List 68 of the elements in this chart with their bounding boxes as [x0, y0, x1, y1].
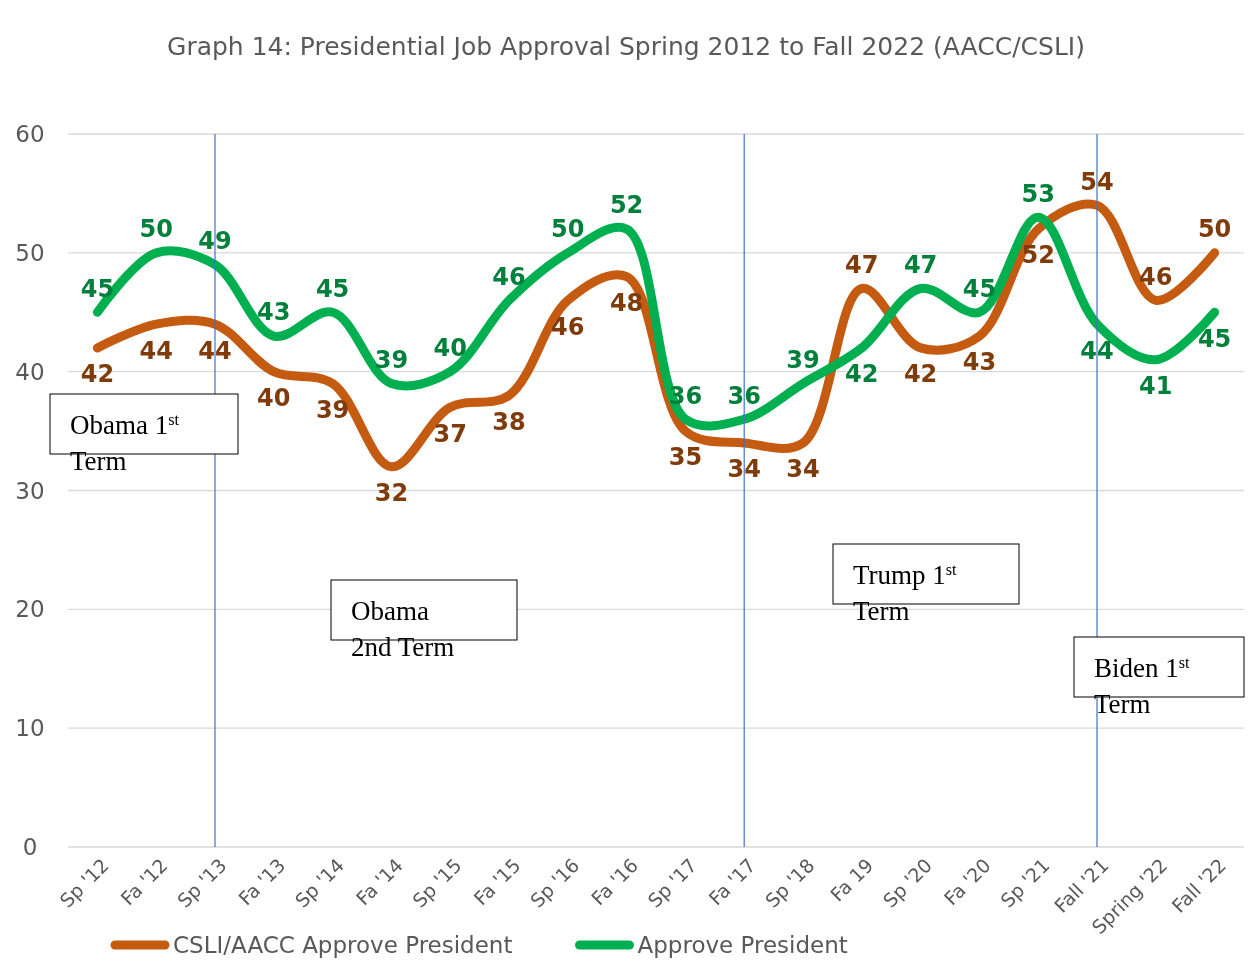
y-tick-label: 10 — [15, 715, 45, 742]
y-tick-label: 40 — [15, 358, 45, 385]
data-label: 53 — [1021, 179, 1055, 208]
text: Biden 1$^{st}$ Term — [1094, 653, 1190, 719]
x-tick-label: Sp '15 — [408, 853, 466, 912]
data-label: 54 — [1080, 167, 1114, 196]
y-tick-label: 20 — [15, 596, 45, 623]
data-label: 44 — [139, 336, 173, 365]
x-tick-label: Fa '14 — [351, 853, 407, 910]
data-label: 46 — [492, 262, 526, 291]
x-tick-label: Sp '14 — [290, 853, 349, 912]
data-label: 42 — [80, 360, 115, 389]
data-label: 39 — [315, 395, 350, 424]
x-tick-label: Fa '16 — [586, 853, 643, 910]
data-label: 38 — [492, 407, 526, 436]
x-tick-label: Fa '15 — [469, 853, 525, 910]
data-label: 32 — [374, 479, 409, 508]
x-tick-label: Fa '13 — [233, 853, 290, 910]
data-label: 40 — [433, 334, 467, 363]
data-label: 44 — [1080, 336, 1114, 365]
data-label: 37 — [433, 419, 467, 448]
data-label: 52 — [1021, 241, 1055, 270]
data-label: 41 — [1139, 372, 1173, 401]
data-label: 39 — [786, 345, 820, 374]
data-label: 45 — [315, 274, 350, 303]
y-tick-label: 0 — [22, 834, 38, 861]
data-label: 52 — [609, 191, 644, 220]
x-tick-label: Fa 19 — [825, 853, 878, 906]
data-label: 49 — [198, 227, 232, 256]
text: Trump 1$^{st}$ Term — [853, 560, 957, 626]
x-tick-label: Sp '17 — [643, 853, 701, 912]
data-label: 50 — [1197, 215, 1232, 244]
data-label: 47 — [903, 250, 938, 279]
y-tick-label: 50 — [15, 239, 45, 266]
data-label: 45 — [962, 274, 997, 303]
data-label: 40 — [257, 384, 291, 413]
data-label: 42 — [903, 360, 938, 389]
data-label: 46 — [1139, 262, 1173, 291]
data-label: 50 — [139, 215, 173, 244]
legend-label: Approve President — [637, 932, 848, 959]
data-label: 43 — [257, 298, 291, 327]
x-tick-label: Fa '20 — [939, 853, 995, 910]
x-tick-label: Sp '21 — [996, 853, 1054, 912]
x-tick-label: Sp '13 — [172, 853, 231, 912]
data-label: 34 — [786, 455, 820, 484]
data-label: 42 — [845, 360, 879, 389]
x-tick-label: Sp '16 — [525, 853, 584, 912]
data-label: 39 — [374, 345, 409, 374]
data-label: 47 — [845, 250, 879, 279]
data-label: 50 — [551, 215, 585, 244]
x-tick-label: Fa '12 — [116, 853, 172, 910]
data-label: 35 — [668, 443, 703, 472]
x-tick-label: Sp '18 — [760, 853, 819, 912]
text: Obama 1$^{st}$ Term — [70, 410, 180, 476]
y-tick-label: 60 — [15, 121, 45, 148]
x-tick-label: Fall '22 — [1167, 853, 1231, 917]
legend-label: CSLI/AACC Approve President — [173, 932, 513, 959]
data-label: 45 — [1197, 324, 1232, 353]
data-label: 44 — [198, 336, 232, 365]
x-tick-label: Sp '20 — [878, 853, 937, 912]
annotation: Obama 2nd Term — [351, 596, 455, 662]
x-tick-label: Fa '17 — [704, 853, 760, 910]
data-label: 43 — [962, 348, 997, 377]
data-label: 45 — [80, 274, 115, 303]
data-label: 46 — [551, 312, 585, 341]
chart-title: Graph 14: Presidential Job Approval Spring 2012 to Fall 2022 (AACC/CSLI) — [167, 32, 1085, 61]
y-tick-label: 30 — [15, 477, 45, 504]
x-tick-label: Sp '12 — [55, 853, 113, 912]
